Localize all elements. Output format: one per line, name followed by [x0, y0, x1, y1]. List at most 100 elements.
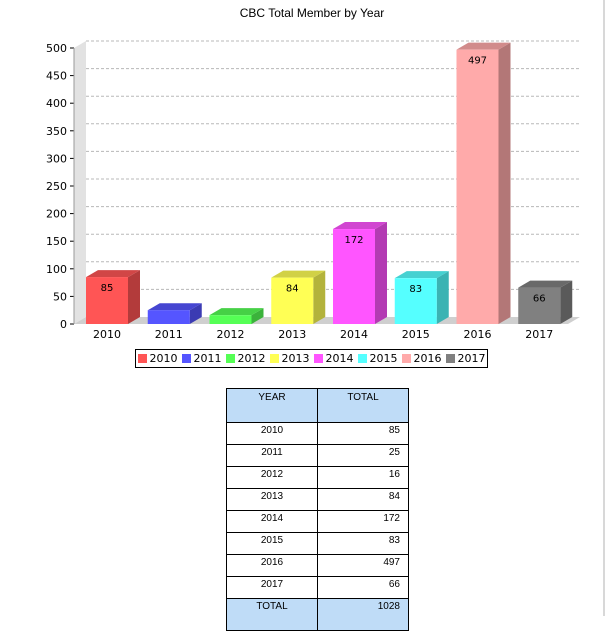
bar-value-label: 84 [286, 284, 299, 295]
bar-top [394, 271, 449, 279]
y-tick-label: 500 [46, 42, 67, 55]
y-tick-label: 50 [53, 290, 67, 303]
chart-floor [74, 317, 580, 324]
bar-top [209, 308, 264, 316]
table-header-row: YEAR TOTAL [226, 388, 409, 423]
y-tick-label: 250 [46, 180, 67, 193]
chart-left-wall [74, 41, 86, 324]
bar-value-label: 83 [409, 284, 422, 295]
legend-swatch [401, 354, 411, 363]
x-tick-label: 2012 [217, 328, 245, 341]
legend-label: 2014 [325, 352, 354, 365]
bar-value-label: 66 [533, 294, 546, 305]
bar [209, 315, 252, 324]
table-row: 2014 172 [226, 510, 409, 533]
legend-label: 2011 [193, 352, 222, 365]
legend-label: 2017 [457, 352, 486, 365]
legend-label: 2015 [369, 352, 398, 365]
legend-swatch [137, 354, 147, 363]
bar-chart: CBC Total Member by Year 0 50 100 150 200 250… [46, 6, 580, 341]
table-row: 2012 16 [226, 466, 409, 489]
bar [86, 277, 128, 324]
bar-side [498, 42, 511, 324]
bar [333, 229, 375, 324]
table-row: 2010 85 [226, 422, 409, 445]
bar-top [518, 280, 573, 288]
y-tick-label: 300 [46, 152, 67, 165]
bar [518, 287, 561, 324]
total-cell: 497 [317, 554, 409, 577]
legend-item: 2015 [357, 352, 398, 365]
bar-side [436, 271, 449, 324]
x-tick-label: 2016 [464, 328, 492, 341]
legend-item: 2012 [225, 352, 266, 365]
total-cell: 84 [317, 488, 409, 511]
legend-label: 2016 [413, 352, 442, 365]
legend-item: 2016 [401, 352, 442, 365]
data-table: YEAR TOTAL 2010 85 2011 25 2012 16 2013 84 2014 1… [226, 388, 409, 631]
legend-swatch [357, 354, 367, 363]
bar-side [313, 270, 326, 324]
total-cell: 25 [317, 444, 409, 467]
total-label: TOTAL [226, 598, 318, 631]
year-cell: 2016 [226, 554, 318, 577]
bar-value-label: 85 [101, 283, 114, 294]
x-tick-label: 2013 [278, 328, 306, 341]
window-edge [603, 0, 605, 616]
legend-item: 2014 [313, 352, 354, 365]
table-row: 2011 25 [226, 444, 409, 467]
column-header-total: TOTAL [317, 388, 409, 423]
legend-item: 2013 [269, 352, 310, 365]
year-cell: 2012 [226, 466, 318, 489]
total-cell: 172 [317, 510, 409, 533]
table-total-row: TOTAL 1028 [226, 598, 409, 631]
bar-side [128, 270, 140, 324]
total-cell: 66 [317, 576, 409, 599]
total-cell: 85 [317, 422, 409, 445]
legend-label: 2012 [237, 352, 266, 365]
legend-label: 2013 [281, 352, 310, 365]
bar-value-label: 172 [344, 235, 363, 246]
y-tick-label: 400 [46, 97, 67, 110]
y-tick-label: 0 [60, 318, 67, 331]
x-tick-label: 2017 [525, 328, 553, 341]
table-row: 2015 83 [226, 532, 409, 555]
total-value: 1028 [317, 598, 409, 631]
x-tick-label: 2014 [340, 328, 368, 341]
legend-item: 2017 [445, 352, 486, 365]
table-row: 2016 497 [226, 554, 409, 577]
x-tick-label: 2010 [93, 328, 121, 341]
column-header-year: YEAR [226, 388, 318, 423]
legend-item: 2010 [137, 352, 178, 365]
bar-top [456, 42, 511, 50]
total-cell: 16 [317, 466, 409, 489]
bar-top [147, 303, 202, 311]
bar [456, 49, 499, 324]
bar-top [271, 270, 326, 278]
year-cell: 2013 [226, 488, 318, 511]
x-tick-label: 2015 [402, 328, 430, 341]
legend-swatch [225, 354, 235, 363]
y-tick-label: 100 [46, 263, 67, 276]
year-cell: 2015 [226, 532, 318, 555]
legend-swatch [181, 354, 191, 363]
bar-side [189, 303, 202, 324]
chart-legend: 2010 2011 2012 2013 2014 2015 2016 2017 [135, 349, 488, 368]
year-cell: 2017 [226, 576, 318, 599]
legend-label: 2010 [149, 352, 178, 365]
bar [394, 278, 437, 324]
bar [147, 310, 190, 324]
legend-swatch [445, 354, 455, 363]
legend-item: 2011 [181, 352, 222, 365]
bar [271, 277, 314, 324]
year-cell: 2011 [226, 444, 318, 467]
bar-value-label: 497 [468, 56, 487, 67]
bar-top [86, 270, 140, 278]
table-row: 2013 84 [226, 488, 409, 511]
legend-swatch [269, 354, 279, 363]
bar-side [375, 222, 387, 324]
total-cell: 83 [317, 532, 409, 555]
y-tick-label: 200 [46, 208, 67, 221]
legend-swatch [313, 354, 323, 363]
y-tick-label: 350 [46, 125, 67, 138]
